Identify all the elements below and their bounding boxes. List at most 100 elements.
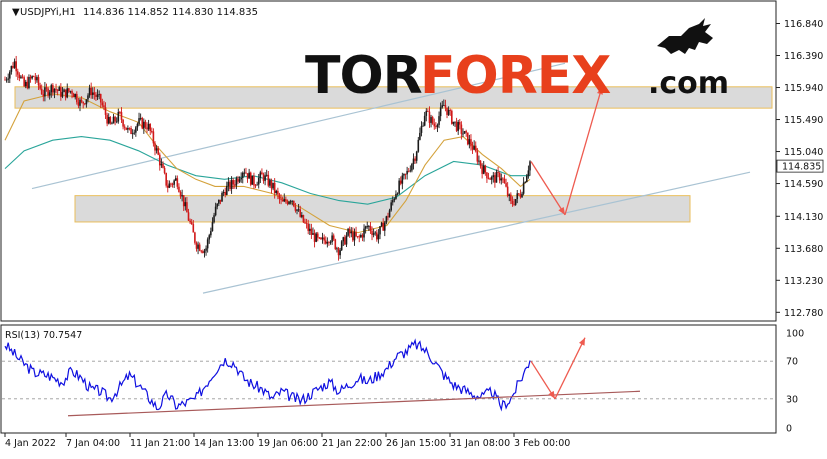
candle-body xyxy=(395,193,397,199)
candle-body xyxy=(184,202,187,207)
candle-body xyxy=(197,244,199,249)
price-tick-label: 113.230 xyxy=(784,276,823,287)
candle-body xyxy=(460,124,463,134)
candle-body xyxy=(328,242,330,243)
candle-body xyxy=(202,251,204,253)
candle-body xyxy=(454,121,456,123)
candle-body xyxy=(214,206,217,216)
price-tick-label: 113.680 xyxy=(784,244,823,255)
candle-body xyxy=(353,232,356,241)
candle-body xyxy=(436,124,439,128)
candle-body xyxy=(79,99,81,106)
candle-body xyxy=(12,66,14,68)
candle-body xyxy=(285,199,287,202)
candle-body xyxy=(24,81,27,87)
candle-body xyxy=(495,172,498,183)
price-tick-label: 114.590 xyxy=(784,179,823,190)
candle-body xyxy=(438,116,440,125)
candle-body xyxy=(272,182,274,189)
candle-body xyxy=(336,248,338,250)
candle-body xyxy=(315,233,317,242)
candle-body xyxy=(422,125,424,127)
candle-body xyxy=(447,109,450,115)
candle-body xyxy=(168,183,171,188)
candle-body xyxy=(98,93,100,95)
candle-body xyxy=(56,89,59,91)
candle-body xyxy=(15,61,17,72)
candle-body xyxy=(487,178,490,180)
candle-body xyxy=(74,94,77,98)
candle-body xyxy=(479,160,482,167)
time-tick-label: 31 Jan 08:00 xyxy=(450,438,510,449)
candle-body xyxy=(286,201,289,204)
candle-body xyxy=(379,226,381,235)
candle-body xyxy=(473,145,475,150)
candle-body xyxy=(117,112,120,122)
candle-body xyxy=(506,186,509,196)
candle-body xyxy=(95,94,97,97)
price-tick-label: 116.840 xyxy=(784,19,823,30)
candle-body xyxy=(393,198,396,201)
candle-body xyxy=(69,91,72,92)
candle-body xyxy=(324,240,327,244)
candle-body xyxy=(318,237,321,239)
candle-body xyxy=(497,172,499,173)
candle-body xyxy=(232,180,234,185)
candle-body xyxy=(52,85,54,93)
candle-body xyxy=(423,115,426,126)
candle-body xyxy=(104,107,107,115)
candle-body xyxy=(466,132,469,145)
time-tick-label: 26 Jan 15:00 xyxy=(386,438,446,449)
candle-body xyxy=(181,195,183,197)
candle-body xyxy=(42,94,45,97)
rsi-tick-label: 70 xyxy=(786,357,798,368)
candle-body xyxy=(503,178,506,184)
candle-body xyxy=(61,92,64,97)
candle-body xyxy=(283,199,286,202)
candle-body xyxy=(210,231,212,236)
rsi-arrow-up-head xyxy=(579,337,585,346)
candle-body xyxy=(334,239,337,250)
candle-body xyxy=(240,177,242,180)
candle-body xyxy=(388,210,391,218)
candle-body xyxy=(162,163,164,168)
candle-body xyxy=(511,201,514,204)
candle-body xyxy=(294,206,297,211)
candle-body xyxy=(489,178,491,180)
candle-body xyxy=(474,145,477,152)
candle-body xyxy=(248,172,250,179)
candle-body xyxy=(406,170,408,175)
candle-body xyxy=(347,228,349,236)
bull-icon xyxy=(657,18,713,54)
candle-body xyxy=(380,222,383,227)
time-tick-label: 14 Jan 13:00 xyxy=(194,438,254,449)
candle-body xyxy=(514,199,517,205)
candle-body xyxy=(518,193,520,195)
candle-body xyxy=(155,148,158,151)
candle-body xyxy=(262,174,265,181)
candle-body xyxy=(160,163,163,166)
candle-body xyxy=(198,244,201,251)
candle-body xyxy=(254,185,257,187)
candle-body xyxy=(415,151,418,161)
candle-body xyxy=(213,215,215,223)
candle-body xyxy=(36,77,38,81)
candle-body xyxy=(516,193,519,200)
candle-body xyxy=(342,237,345,242)
candle-body xyxy=(510,194,512,202)
candle-body xyxy=(288,201,290,204)
price-tick-label: 115.040 xyxy=(784,147,823,158)
candle-body xyxy=(407,170,410,172)
candle-body xyxy=(138,118,140,124)
candle-body xyxy=(278,194,281,200)
candle-body xyxy=(44,87,46,97)
candle-body xyxy=(439,107,442,117)
candle-body xyxy=(10,66,13,72)
candle-body xyxy=(192,224,195,233)
candle-body xyxy=(147,123,150,130)
candle-body xyxy=(399,180,402,184)
candle-body xyxy=(18,74,21,79)
candle-body xyxy=(494,175,496,183)
candle-body xyxy=(382,222,384,231)
upper-channel-line xyxy=(31,62,566,190)
